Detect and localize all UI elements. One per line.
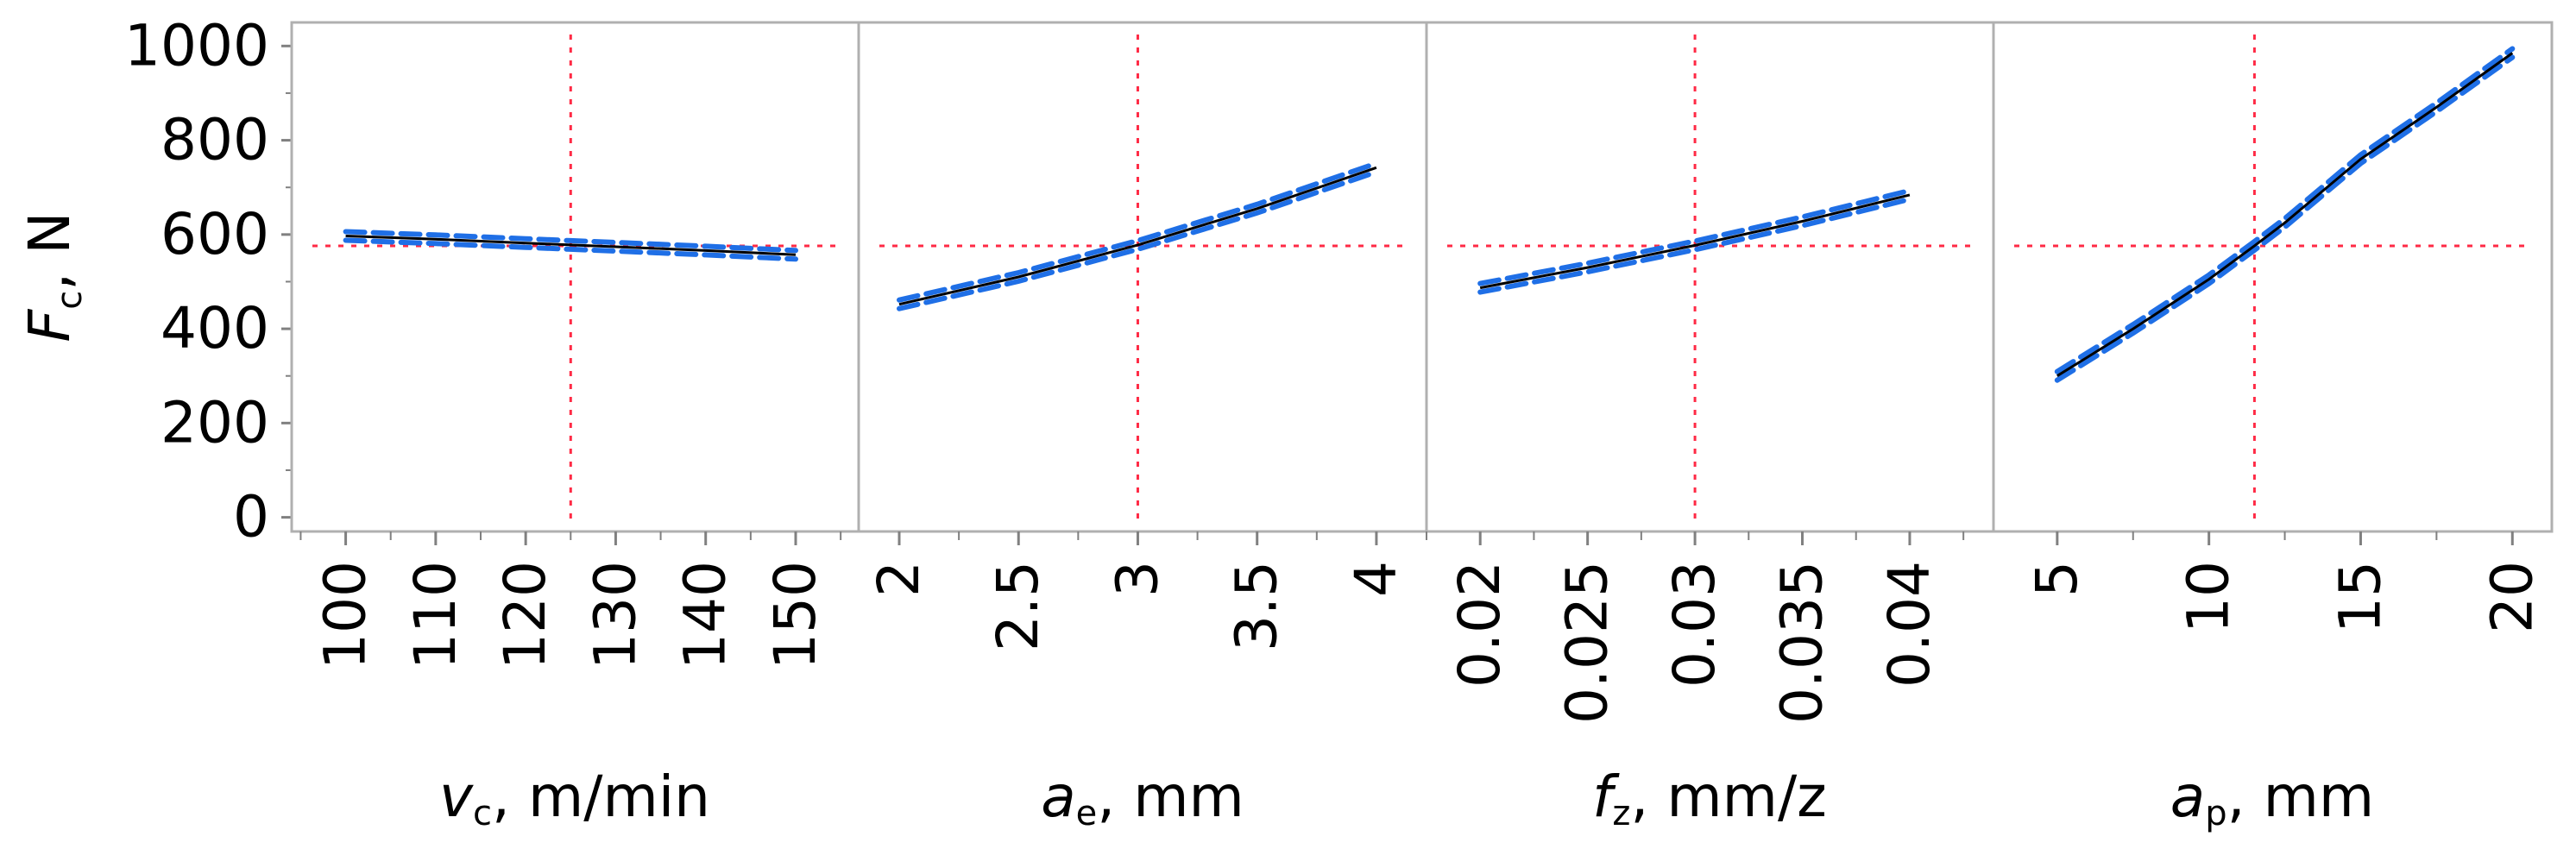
x-tick-label: 0.03	[1661, 561, 1728, 688]
x-tick-label: 0.025	[1554, 561, 1621, 724]
x-axis-label-3: fz, mm/z	[1592, 764, 1827, 833]
confidence-band-lower	[2054, 54, 2516, 383]
x-tick-label: 150	[762, 561, 828, 670]
y-tick-label: 800	[161, 107, 269, 173]
panel-3	[1447, 35, 1973, 523]
x-label-3-subscript: z	[1612, 794, 1630, 833]
confidence-band-lower	[897, 169, 1379, 311]
x-axis-label-1: vc, m/min	[439, 764, 710, 833]
y-axis-label-unit: , N	[16, 211, 83, 290]
x-tick-label: 140	[672, 561, 739, 670]
x-tick-label: 15	[2327, 561, 2394, 633]
y-axis-label-subscript: c	[50, 291, 90, 310]
y-axis: 0 200 400 600 800 1000	[124, 12, 292, 550]
y-tick-label: 0	[233, 484, 269, 550]
x-axis-label-2: ae, mm	[1041, 764, 1244, 833]
panel-frames	[290, 21, 2554, 533]
x-label-3-unit: , mm/z	[1630, 764, 1826, 830]
x-label-2-symbol: a	[1041, 764, 1075, 830]
x-tick-label: 3.5	[1224, 561, 1290, 651]
prediction-trace	[345, 235, 797, 256]
x-tick-label: 3	[1105, 561, 1171, 597]
x-tick-label: 0.035	[1769, 561, 1836, 724]
x-label-1-symbol: v	[439, 764, 474, 830]
y-tick-label: 600	[161, 201, 269, 267]
panel-4	[2014, 35, 2531, 523]
x-tick-label: 110	[402, 561, 469, 670]
prediction-trace	[2056, 52, 2514, 377]
x-label-1-subscript: c	[473, 794, 492, 833]
x-tick-label: 2.5	[985, 561, 1051, 651]
y-axis-label: Fc, N	[16, 211, 90, 342]
x-tick-label: 100	[312, 561, 379, 670]
confidence-band-upper	[2054, 46, 2516, 374]
panel-1	[312, 35, 838, 523]
panel-frame-1	[290, 21, 860, 533]
x-label-4-subscript: p	[2205, 794, 2226, 833]
confidence-band-upper	[343, 229, 798, 254]
panel-frame-2	[857, 21, 1428, 533]
y-tick-label: 1000	[124, 12, 269, 79]
x-tick-label: 120	[492, 561, 558, 670]
x-tick-label: 130	[582, 561, 648, 670]
x-label-1-unit: , m/min	[492, 764, 710, 830]
confidence-band-upper	[1477, 187, 1912, 286]
x-tick-label: 5	[2024, 561, 2090, 597]
y-tick-label: 200	[161, 389, 269, 456]
x-label-2-unit: , mm	[1097, 764, 1244, 830]
panel-frame-4	[1992, 21, 2554, 533]
x-tick-label: 10	[2176, 561, 2242, 633]
x-tick-label: 20	[2478, 561, 2545, 633]
x-tick-label: 4	[1343, 561, 1409, 597]
confidence-band-upper	[897, 160, 1379, 303]
x-tick-label: 2	[866, 561, 932, 597]
x-tick-label: 0.02	[1446, 561, 1513, 688]
confidence-band-lower	[343, 237, 798, 262]
prediction-trace	[898, 166, 1377, 306]
confidence-band-lower	[1477, 196, 1912, 295]
x-axis-label-4: ap, mm	[2170, 764, 2374, 833]
y-tick-label: 400	[161, 295, 269, 361]
x-axes: 100 110 120 130 140 150 2 2.5 3 3.5 4 0.02 0.025 0.03…	[299, 531, 2545, 724]
panel-2	[879, 35, 1406, 523]
y-axis-label-symbol: F	[16, 309, 83, 343]
prediction-trace	[1479, 193, 1911, 290]
x-tick-label: 0.04	[1876, 561, 1943, 688]
x-label-4-unit: , mm	[2227, 764, 2375, 830]
x-label-2-subscript: e	[1076, 794, 1098, 833]
x-label-4-symbol: a	[2170, 764, 2205, 830]
